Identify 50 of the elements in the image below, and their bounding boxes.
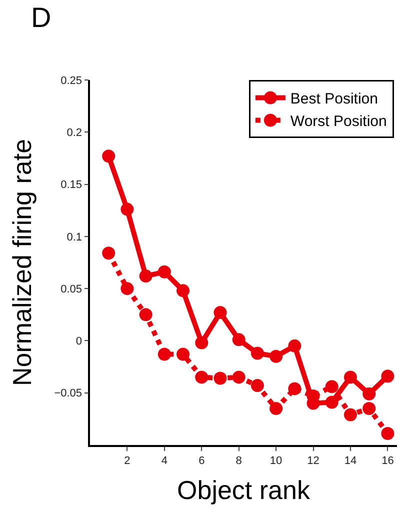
x-tick-label: 10 — [270, 454, 282, 467]
point — [325, 380, 338, 394]
x-axis-title: Object rank — [177, 475, 311, 506]
point — [120, 282, 134, 296]
y-tick-label: −0.05 — [54, 388, 82, 400]
point — [158, 265, 171, 278]
point — [195, 336, 208, 350]
x-tick-label: 6 — [198, 454, 205, 467]
point — [195, 370, 208, 384]
point — [102, 246, 116, 260]
legend-label: Best Position — [290, 90, 378, 108]
x-tick-label: 8 — [236, 454, 242, 467]
point — [176, 284, 190, 298]
point — [232, 333, 246, 346]
point — [288, 339, 302, 352]
y-tick-label: 0 — [76, 336, 82, 348]
point — [102, 150, 116, 163]
point — [381, 427, 394, 440]
point — [325, 396, 338, 409]
point — [120, 202, 134, 216]
x-tick-label: 16 — [382, 454, 394, 467]
x-tick-label: 4 — [161, 454, 168, 467]
point — [139, 270, 152, 283]
point — [232, 370, 246, 384]
point — [381, 370, 394, 383]
point — [250, 346, 264, 360]
point — [344, 408, 357, 422]
y-tick-label: 0.05 — [60, 283, 82, 296]
point — [214, 372, 227, 385]
y-tick-label: 0.15 — [60, 179, 82, 192]
point — [139, 308, 152, 322]
point — [214, 306, 227, 320]
y-tick-label: 0.1 — [66, 231, 82, 244]
y-tick-label: 0.2 — [66, 126, 82, 139]
point — [270, 402, 283, 415]
point — [176, 348, 190, 361]
y-tick-label: 0.25 — [60, 74, 82, 87]
y-axis-title: Normalized firing rate — [7, 138, 38, 386]
x-tick-label: 12 — [307, 454, 320, 467]
point — [288, 382, 302, 396]
point — [344, 370, 357, 384]
x-tick-label: 14 — [344, 454, 357, 467]
point — [362, 402, 376, 415]
x-tick-label: 2 — [124, 454, 130, 467]
text: D — [31, 2, 52, 33]
point — [250, 379, 264, 392]
point — [270, 350, 283, 363]
legend-label: Worst Position — [290, 113, 387, 130]
point — [362, 387, 376, 400]
point — [158, 348, 171, 361]
